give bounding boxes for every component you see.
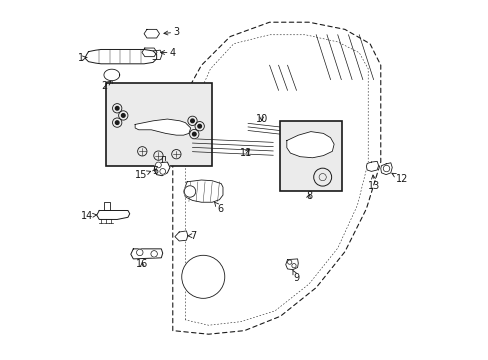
- Circle shape: [153, 151, 163, 160]
- Circle shape: [119, 111, 128, 120]
- Circle shape: [192, 132, 196, 136]
- Bar: [279, 121, 342, 191]
- Polygon shape: [153, 50, 162, 59]
- Circle shape: [151, 251, 157, 257]
- Circle shape: [171, 149, 181, 159]
- Text: 4: 4: [161, 48, 176, 58]
- Text: 6: 6: [214, 202, 223, 214]
- Circle shape: [160, 168, 165, 174]
- Text: 12: 12: [391, 173, 407, 184]
- Circle shape: [195, 122, 204, 131]
- Polygon shape: [85, 49, 156, 64]
- Circle shape: [115, 107, 119, 110]
- Circle shape: [190, 119, 194, 123]
- Text: 1: 1: [78, 53, 87, 63]
- Text: 9: 9: [292, 270, 299, 283]
- Circle shape: [198, 125, 201, 128]
- Text: 8: 8: [305, 191, 311, 201]
- Circle shape: [121, 114, 125, 117]
- Circle shape: [182, 255, 224, 298]
- Text: 13: 13: [367, 175, 380, 191]
- Polygon shape: [144, 30, 159, 38]
- Circle shape: [313, 168, 331, 186]
- Polygon shape: [142, 48, 157, 57]
- Polygon shape: [285, 259, 298, 270]
- Polygon shape: [286, 132, 333, 158]
- Polygon shape: [183, 180, 223, 202]
- Polygon shape: [380, 163, 391, 175]
- Text: 10: 10: [255, 114, 267, 124]
- Text: 5: 5: [151, 166, 158, 176]
- Circle shape: [189, 130, 199, 139]
- Polygon shape: [97, 211, 129, 220]
- Polygon shape: [154, 162, 169, 176]
- Polygon shape: [131, 249, 163, 259]
- Bar: [106, 83, 212, 166]
- Polygon shape: [104, 69, 120, 81]
- Text: 7: 7: [187, 231, 196, 240]
- Circle shape: [155, 162, 161, 168]
- Circle shape: [112, 104, 122, 113]
- Circle shape: [136, 249, 142, 256]
- Polygon shape: [104, 202, 110, 211]
- Circle shape: [137, 147, 147, 156]
- Circle shape: [115, 121, 119, 125]
- Text: 16: 16: [136, 258, 148, 269]
- Polygon shape: [366, 161, 378, 171]
- Text: 15: 15: [135, 170, 150, 180]
- Polygon shape: [135, 119, 190, 135]
- Text: 14: 14: [81, 211, 96, 221]
- Text: 11: 11: [240, 148, 252, 158]
- Text: 3: 3: [163, 27, 179, 37]
- Text: 2: 2: [102, 81, 111, 91]
- Circle shape: [112, 118, 122, 127]
- Circle shape: [187, 116, 197, 126]
- Circle shape: [184, 186, 195, 197]
- Polygon shape: [175, 231, 187, 241]
